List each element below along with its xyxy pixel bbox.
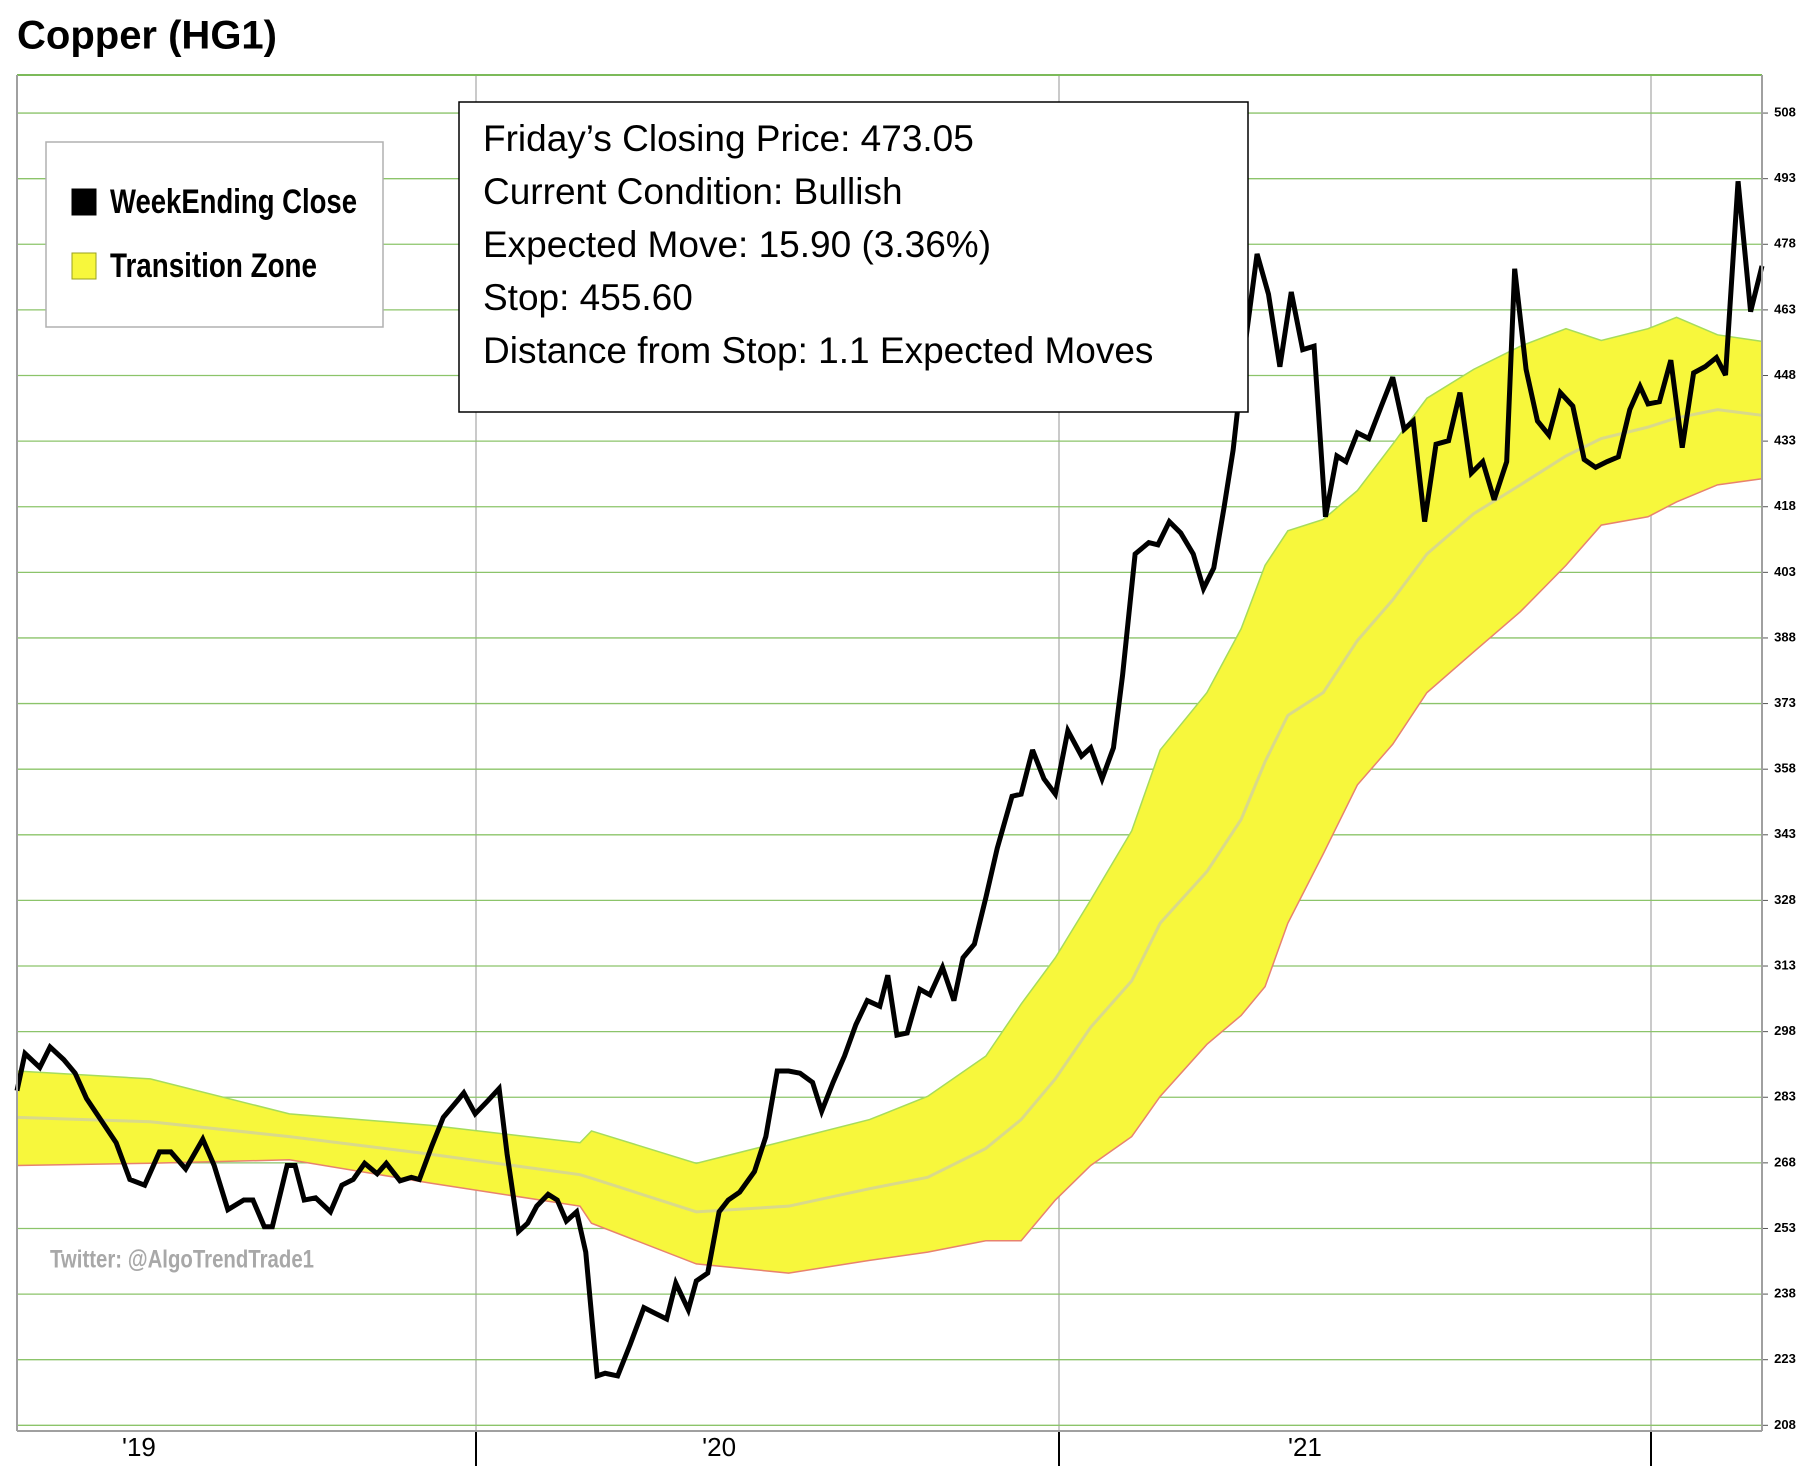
annotation-line: Distance from Stop: 1.1 Expected Moves xyxy=(483,330,1153,371)
y-tick-label: 268 xyxy=(1774,1154,1796,1169)
y-tick-label: 373 xyxy=(1774,695,1796,710)
y-tick-label: 493 xyxy=(1774,170,1796,185)
close-line xyxy=(14,181,1765,1380)
annotation-box: Friday’s Closing Price: 473.05 Current C… xyxy=(458,101,1249,413)
x-tick-label: '19 xyxy=(122,1432,156,1462)
chart-title: Copper (HG1) xyxy=(17,14,277,58)
annotation-line: Expected Move: 15.90 (3.36%) xyxy=(483,224,991,265)
y-tick-label: 463 xyxy=(1774,301,1796,316)
y-tick-label: 478 xyxy=(1774,236,1796,251)
x-tick-label: '20 xyxy=(702,1432,736,1462)
annotation-line: Stop: 455.60 xyxy=(483,277,693,318)
y-tick-label: 343 xyxy=(1774,826,1796,841)
y-tick-label: 298 xyxy=(1774,1023,1796,1038)
band-lower xyxy=(16,477,1763,1274)
y-tick-label: 448 xyxy=(1774,367,1796,382)
watermark: Twitter: @AlgoTrendTrade1 xyxy=(50,1246,314,1274)
legend: WeekEnding Close Transition Zone xyxy=(45,141,384,328)
y-tick-label: 403 xyxy=(1774,564,1796,579)
y-tick-label: 358 xyxy=(1774,761,1796,776)
annotation-line: Friday’s Closing Price: 473.05 xyxy=(483,118,974,159)
legend-label: WeekEnding Close xyxy=(110,183,357,221)
y-tick-label: 238 xyxy=(1774,1286,1796,1301)
annotation-frame xyxy=(458,101,1249,413)
legend-frame xyxy=(45,141,384,328)
y-tick-label: 283 xyxy=(1774,1089,1796,1104)
y-tick-label: 388 xyxy=(1774,629,1796,644)
y-tick-label: 253 xyxy=(1774,1220,1796,1235)
legend-swatch xyxy=(71,252,97,280)
marks xyxy=(14,181,1765,1380)
band-mid xyxy=(16,408,1763,1214)
annotation-line: Current Condition: Bullish xyxy=(483,171,903,212)
y-tick-label: 313 xyxy=(1774,957,1796,972)
y-tick-label: 508 xyxy=(1774,104,1796,119)
y-tick-label: 223 xyxy=(1774,1351,1796,1366)
legend-swatch xyxy=(71,188,97,216)
frame xyxy=(16,74,1763,1432)
legend-label: Transition Zone xyxy=(110,247,317,285)
y-tick-label: 418 xyxy=(1774,498,1796,513)
band-area xyxy=(17,317,1762,1274)
x-tick-label: '21 xyxy=(1288,1432,1322,1462)
y-tick-label: 433 xyxy=(1774,433,1796,448)
band-upper xyxy=(16,316,1763,1165)
y-tick-label: 208 xyxy=(1774,1417,1796,1432)
y-tick-label: 328 xyxy=(1774,892,1796,907)
